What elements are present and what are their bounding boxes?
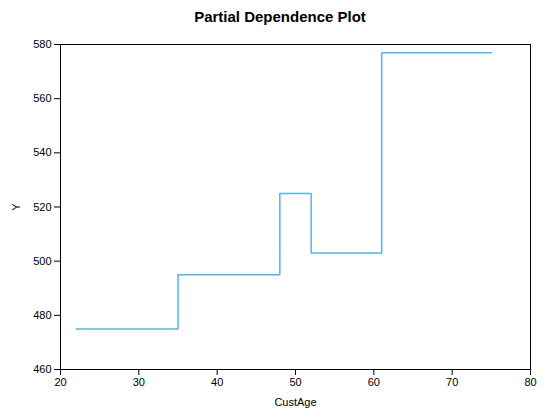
svg-text:50: 50 xyxy=(289,376,301,388)
svg-text:480: 480 xyxy=(33,309,51,321)
svg-text:540: 540 xyxy=(33,146,51,158)
svg-text:60: 60 xyxy=(368,376,380,388)
svg-text:CustAge: CustAge xyxy=(274,396,316,408)
svg-text:80: 80 xyxy=(524,376,536,388)
html-text:Partial Dependence Plot: Partial Dependence Plot xyxy=(194,8,366,25)
svg-text:30: 30 xyxy=(133,376,145,388)
svg-text:20: 20 xyxy=(54,376,66,388)
svg-text:40: 40 xyxy=(211,376,223,388)
svg-text:460: 460 xyxy=(33,363,51,375)
svg-text:580: 580 xyxy=(33,38,51,50)
svg-text:Y: Y xyxy=(10,203,22,211)
svg-text:70: 70 xyxy=(446,376,458,388)
svg-text:560: 560 xyxy=(33,92,51,104)
svg-text:500: 500 xyxy=(33,255,51,267)
svg-text:520: 520 xyxy=(33,201,51,213)
